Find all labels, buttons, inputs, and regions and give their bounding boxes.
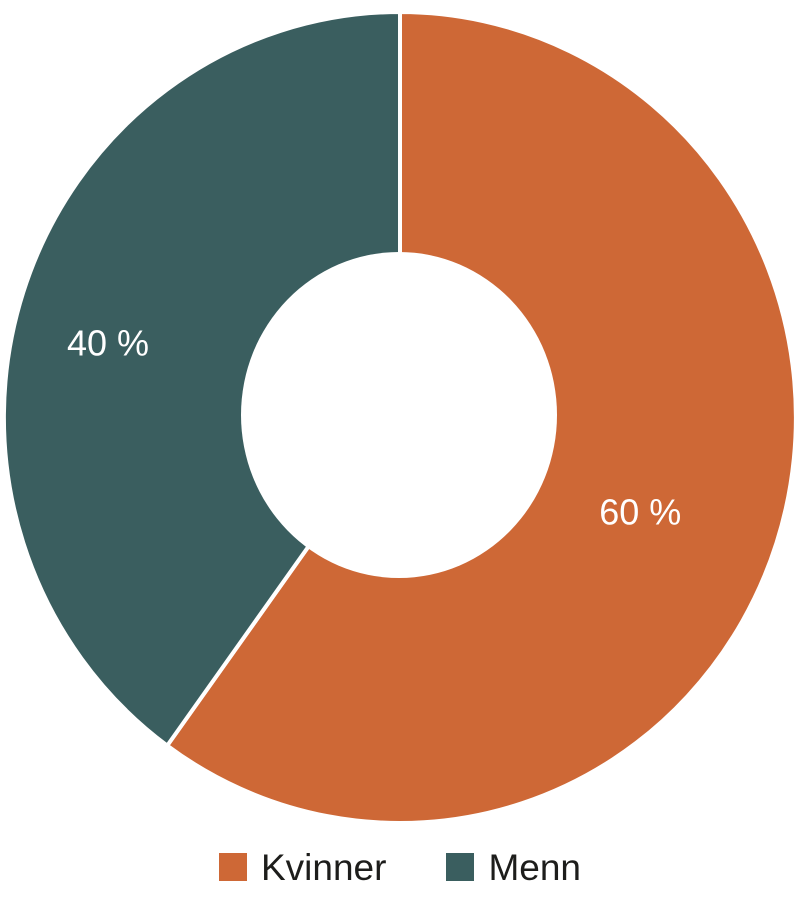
legend-item-menn: Menn <box>446 849 581 886</box>
slice-menn <box>1 10 402 748</box>
legend-label-menn: Menn <box>488 846 581 888</box>
slice-label-kvinner: 60 % <box>599 492 681 533</box>
donut-chart: 60 % 40 % <box>1 10 798 825</box>
legend-label-kvinner: Kvinner <box>260 846 387 888</box>
legend-item-kvinner: Kvinner <box>218 846 387 888</box>
legend-swatch-kvinner <box>218 853 247 881</box>
legend-swatch-menn <box>446 853 475 881</box>
donut-chart-container: 60 % 40 % <box>1 10 798 825</box>
donut-hole <box>241 252 557 578</box>
legend: Kvinner Menn <box>0 844 800 890</box>
slice-label-menn: 40 % <box>67 322 149 363</box>
